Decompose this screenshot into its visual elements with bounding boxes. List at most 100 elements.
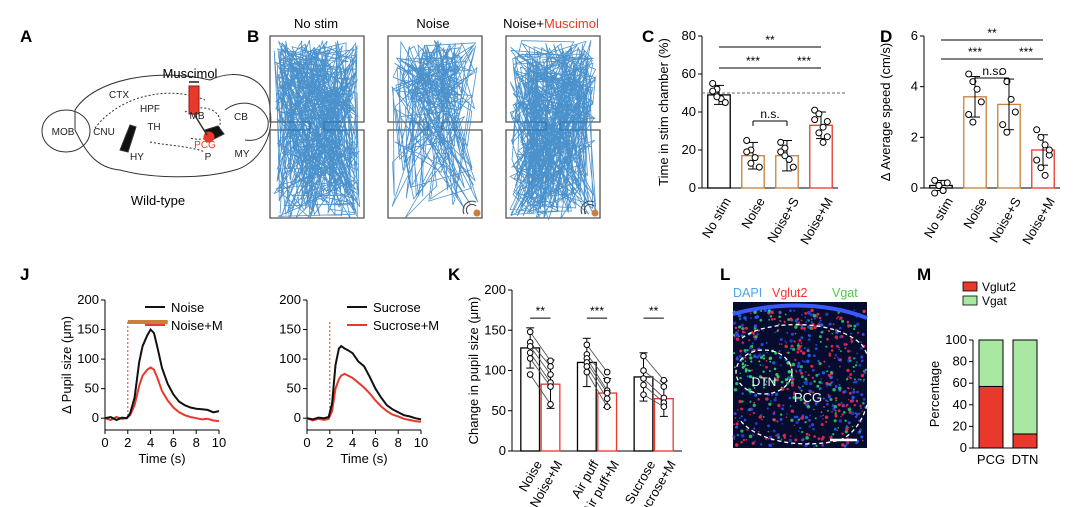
cell-speck: [842, 411, 846, 414]
track-path: [391, 39, 479, 219]
cell-speck: [825, 384, 828, 387]
pair-line: [586, 344, 608, 373]
y-tick-label: 80: [682, 28, 696, 43]
cell-speck: [791, 377, 795, 381]
cell-speck: [751, 342, 754, 345]
cell-speck: [789, 405, 792, 407]
cell-speck: [853, 328, 856, 331]
cell-speck: [790, 409, 795, 413]
cell-speck: [812, 314, 817, 318]
cell-speck: [743, 418, 747, 422]
stacked-bar-segment: [1012, 339, 1038, 435]
cell-speck: [804, 316, 807, 319]
data-point: [973, 85, 981, 93]
cell-speck: [825, 312, 829, 316]
cell-speck: [829, 375, 833, 380]
cell-speck: [804, 381, 808, 386]
data-point: [939, 187, 947, 195]
data-point: [815, 129, 823, 137]
speaker-icon: [591, 209, 599, 217]
cell-speck: [829, 371, 833, 374]
data-point: [999, 67, 1007, 75]
cell-speck: [846, 320, 850, 324]
data-point: [1037, 164, 1045, 172]
cell-speck: [863, 378, 865, 381]
cell-speck: [754, 315, 758, 320]
micrograph-speckles: [732, 308, 868, 448]
panel-letter-a: A: [20, 27, 32, 46]
cell-speck: [837, 427, 839, 429]
cell-speck: [746, 428, 749, 431]
y-tick-label: 20: [682, 142, 696, 157]
speaker-wave-icon: [583, 203, 595, 215]
cell-speck: [808, 434, 811, 437]
data-point: [1011, 108, 1019, 116]
cell-speck: [823, 360, 826, 363]
x-tick-label: DTN: [1012, 452, 1039, 467]
cell-speck: [741, 327, 744, 330]
legend-label: Sucrose: [373, 300, 421, 315]
cell-speck: [768, 356, 773, 361]
data-point: [640, 391, 647, 398]
cell-speck: [791, 362, 796, 367]
cell-speck: [743, 316, 747, 320]
cell-speck: [825, 345, 828, 348]
cell-speck: [734, 443, 739, 447]
y-tick-label: 200: [484, 282, 506, 297]
cell-speck: [799, 349, 803, 353]
cell-speck: [748, 375, 753, 379]
cell-speck: [768, 402, 772, 406]
cell-speck: [777, 403, 781, 408]
data-point: [713, 93, 721, 101]
chart-pupil-sucrose: 0 50 100 150 200 0 2 4 6 8 10 Time (s) Sucrose Sucros…: [279, 292, 439, 466]
cell-speck: [753, 387, 756, 389]
cell-speck: [733, 388, 738, 392]
cell-speck: [817, 359, 820, 363]
cell-speck: [834, 412, 837, 415]
cell-speck: [789, 339, 793, 343]
data-point: [965, 70, 973, 78]
cell-speck: [788, 438, 793, 443]
cell-speck: [807, 402, 810, 404]
cell-speck: [827, 373, 831, 377]
cell-speck: [862, 333, 865, 336]
cell-speck: [862, 309, 866, 314]
cell-speck: [765, 341, 768, 344]
arena-outline: [387, 35, 483, 219]
cell-speck: [752, 331, 755, 335]
cell-speck: [851, 395, 855, 400]
cell-speck: [853, 309, 856, 311]
cell-speck: [804, 443, 808, 448]
y-tick-label: 0: [689, 180, 696, 195]
cell-speck: [778, 311, 782, 315]
cell-speck: [828, 322, 832, 326]
cell-speck: [822, 414, 825, 417]
cell-speck: [813, 408, 815, 411]
x-tick-label: 8: [395, 435, 402, 450]
series-line: [306, 372, 422, 423]
cell-speck: [739, 376, 742, 380]
cell-speck: [746, 348, 749, 352]
cell-speck: [803, 402, 806, 405]
data-point: [526, 328, 534, 336]
cell-speck: [838, 403, 841, 406]
cell-speck: [779, 320, 782, 323]
cell-speck: [801, 313, 803, 316]
data-point: [526, 349, 534, 357]
cell-speck: [781, 422, 784, 425]
cell-speck: [810, 327, 814, 330]
speaker-wave-icon: [465, 203, 477, 215]
x-tick-label: Noise+M: [797, 195, 836, 247]
cell-speck: [854, 380, 858, 384]
cell-speck: [832, 433, 835, 436]
cell-speck: [752, 433, 755, 436]
cell-speck: [818, 380, 822, 384]
cell-speck: [862, 402, 865, 405]
data-point: [777, 138, 785, 146]
cell-speck: [768, 443, 772, 448]
data-point: [819, 138, 827, 146]
cell-speck: [859, 404, 862, 408]
x-tick-label: No stim: [699, 195, 734, 241]
cell-speck: [849, 399, 853, 403]
cell-speck: [748, 434, 753, 439]
